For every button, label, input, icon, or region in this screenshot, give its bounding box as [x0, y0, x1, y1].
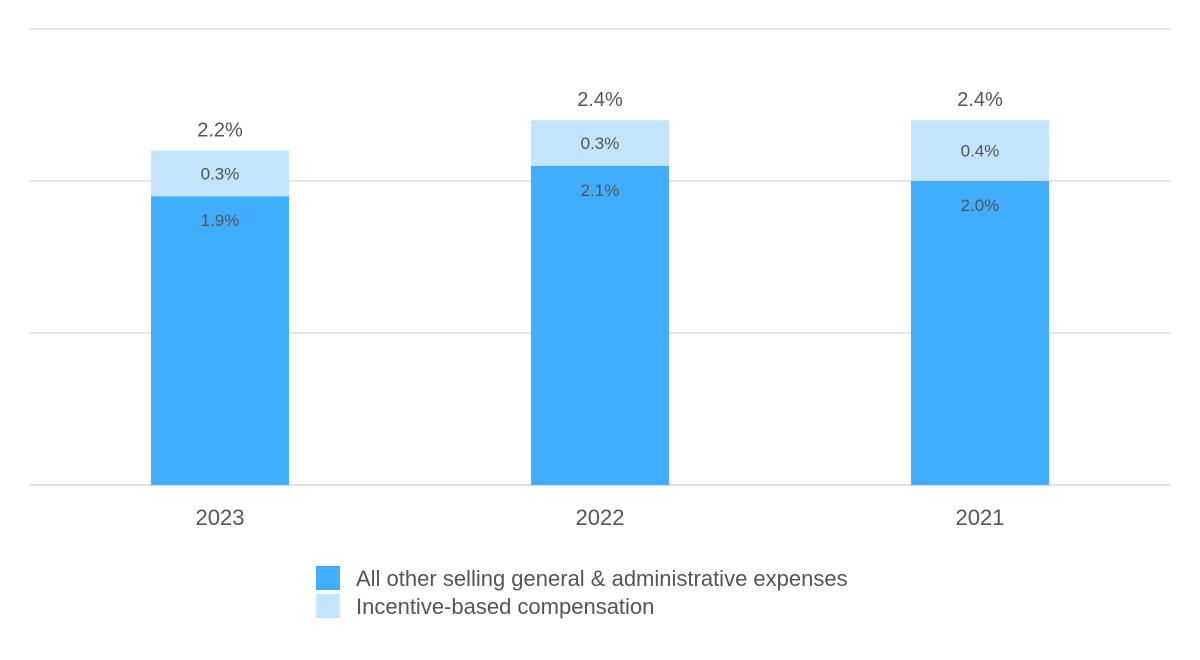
- category-label: 2021: [956, 505, 1005, 530]
- bar-segment-other-sga: [151, 196, 289, 485]
- category-axis: 2023 2022 2021: [196, 505, 1005, 530]
- segment-value-label: 1.9%: [201, 211, 240, 230]
- bar-segment-incentive: [911, 120, 1049, 181]
- segment-value-label: 0.3%: [201, 164, 240, 183]
- legend: All other selling general & administrati…: [316, 566, 848, 619]
- category-label: 2022: [576, 505, 625, 530]
- total-value-label: 2.4%: [577, 89, 623, 111]
- category-label: 2023: [196, 505, 245, 530]
- bars: [151, 120, 1049, 486]
- total-value-label: 2.2%: [197, 120, 243, 142]
- bar-segment-other-sga: [911, 181, 1049, 485]
- segment-value-label: 2.1%: [581, 181, 620, 200]
- bar-segment-other-sga: [531, 165, 669, 486]
- bar-segment-incentive: [531, 120, 669, 166]
- legend-swatch: [316, 566, 340, 590]
- bar-segment-incentive: [151, 150, 289, 197]
- legend-label: Incentive-based compensation: [356, 594, 654, 619]
- total-value-label: 2.4%: [957, 89, 1003, 111]
- data-labels: 1.9% 0.3% 2.2% 2.1% 0.3% 2.4% 2.0% 0.4% 2.4%: [197, 89, 1003, 230]
- legend-label: All other selling general & administrati…: [356, 566, 848, 591]
- legend-swatch: [316, 594, 340, 618]
- segment-value-label: 0.3%: [581, 134, 620, 153]
- segment-value-label: 2.0%: [961, 196, 1000, 215]
- segment-value-label: 0.4%: [961, 142, 1000, 161]
